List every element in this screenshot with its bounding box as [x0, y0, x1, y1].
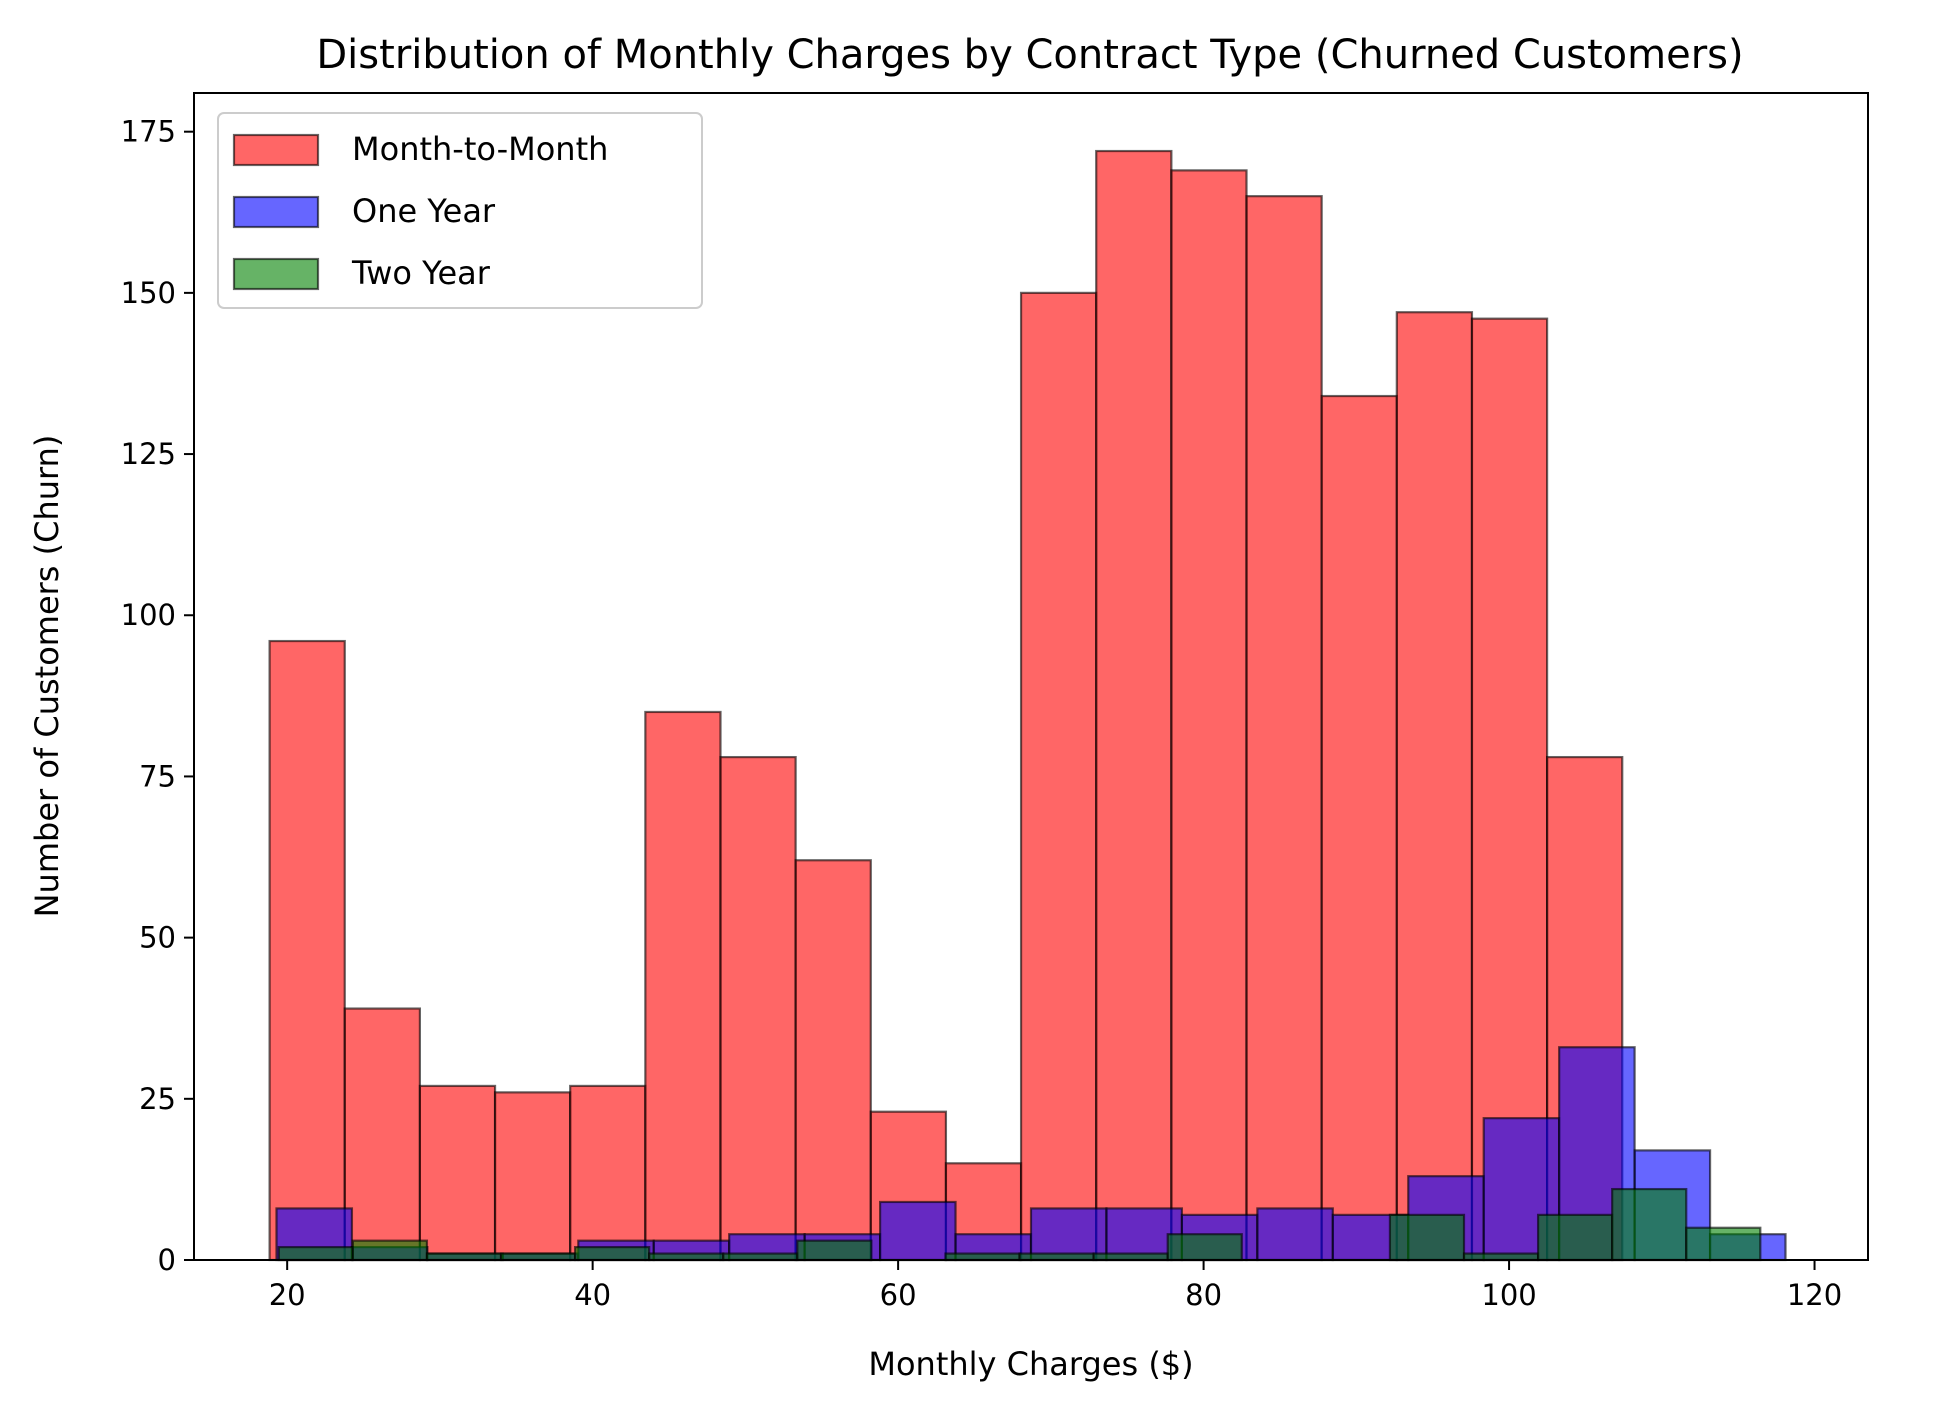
bar — [1170, 169, 1248, 1262]
y-axis-label: Number of Customers (Churn) — [28, 435, 66, 918]
y-tick-label: 0 — [158, 1243, 176, 1277]
bar — [796, 1239, 873, 1262]
x-tick-label: 60 — [880, 1278, 917, 1312]
bar — [719, 755, 797, 1262]
legend-swatch — [232, 133, 320, 167]
bar — [878, 1200, 957, 1262]
bar — [644, 710, 722, 1262]
y-tick-label: 175 — [121, 115, 176, 149]
x-tick-label: 100 — [1481, 1278, 1536, 1312]
legend-label: One Year — [352, 192, 496, 230]
y-tick-label: 125 — [121, 437, 176, 471]
bar — [1245, 195, 1323, 1262]
bar — [569, 1084, 647, 1262]
bar — [1685, 1226, 1762, 1262]
x-tick-label: 120 — [1787, 1278, 1842, 1312]
x-tick-label: 40 — [574, 1278, 611, 1312]
bar — [351, 1239, 429, 1262]
bar — [1166, 1233, 1243, 1262]
x-axis-label: Monthly Charges ($) — [868, 1345, 1193, 1383]
legend-swatch — [232, 257, 320, 291]
bar — [1611, 1187, 1688, 1262]
bar — [1256, 1207, 1334, 1262]
y-tick-label: 75 — [139, 759, 176, 793]
y-tick-label: 50 — [139, 921, 176, 955]
x-axis: 20 40 60 80 100 120 — [269, 1260, 1842, 1312]
bar — [1388, 1213, 1466, 1262]
bars-layer — [268, 149, 1787, 1262]
x-tick-label: 80 — [1185, 1278, 1222, 1312]
bar — [418, 1084, 497, 1262]
series-0 — [268, 149, 1624, 1262]
legend: Month-to-Month One Year Two Year — [217, 112, 703, 309]
y-tick-label: 25 — [139, 1082, 176, 1116]
bar — [268, 639, 346, 1262]
legend-label: Two Year — [351, 254, 491, 292]
bar — [573, 1245, 651, 1262]
bar — [277, 1245, 354, 1262]
legend-box — [217, 112, 703, 309]
series-2 — [277, 1187, 1762, 1262]
bar — [1470, 317, 1549, 1262]
chart-title: Distribution of Monthly Charges by Contr… — [316, 32, 1743, 78]
plot-frame — [193, 92, 1869, 1261]
y-tick-label: 100 — [121, 598, 176, 632]
bar — [1320, 394, 1398, 1262]
bar — [1019, 291, 1098, 1262]
bar — [343, 1007, 422, 1262]
legend-label: Month-to-Month — [352, 130, 608, 168]
legend-swatch — [232, 195, 320, 229]
bar — [1029, 1207, 1108, 1262]
y-axis: 0 25 50 75 100 125 150 175 — [121, 115, 194, 1277]
bar — [1095, 149, 1173, 1262]
bar — [794, 859, 872, 1262]
x-tick-label: 20 — [269, 1278, 306, 1312]
bar — [493, 1091, 572, 1262]
y-tick-label: 150 — [121, 276, 176, 310]
bar — [1395, 311, 1474, 1262]
bar — [1536, 1213, 1614, 1262]
